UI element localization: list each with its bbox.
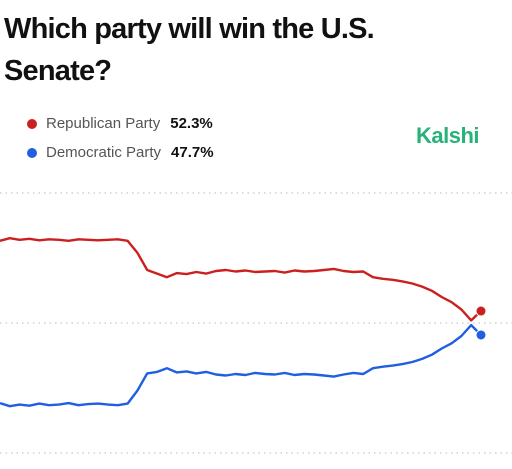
latest-point: [475, 305, 487, 317]
series-line: [0, 323, 482, 408]
legend-label: Democratic Party: [46, 144, 162, 161]
legend-value: 47.7%: [171, 144, 214, 161]
lines: [0, 237, 487, 408]
chart-title: Which party will win the U.S. Senate?: [4, 13, 374, 87]
logo: Kalshi: [416, 123, 479, 148]
legend: Republican Party 52.3% Democratic Party 47.…: [27, 115, 214, 161]
legend-value: 52.3%: [170, 115, 213, 132]
series-line: [0, 237, 482, 322]
legend-label: Republican Party: [46, 115, 161, 132]
legend-marker: [27, 148, 37, 158]
grid: [0, 192, 512, 454]
legend-marker: [27, 119, 37, 129]
latest-point: [475, 329, 487, 341]
